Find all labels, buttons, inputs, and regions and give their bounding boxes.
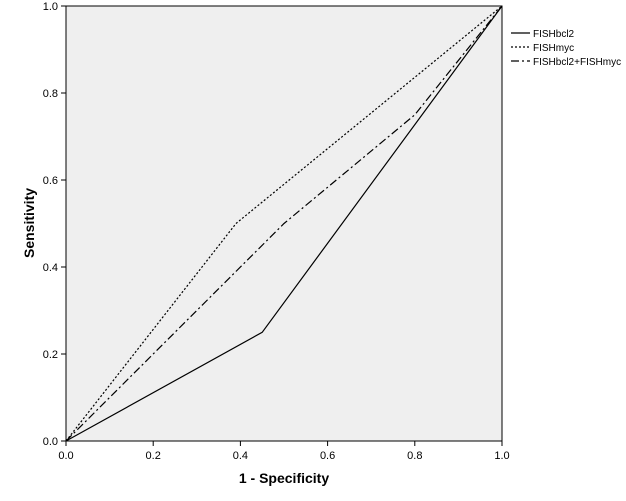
legend: FISHbcl2 FISHmyc FISHbcl2+FISHmyc	[511, 29, 621, 68]
series-line-2	[65, 5, 503, 442]
ticks-layer: 0.0 0.2 0.4 0.6 0.8 1.0 0.0 0.2 0.4 0.6 0.8 1.0	[43, 1, 510, 462]
series-line-1	[65, 5, 503, 442]
legend-label-1: FISHbcl2	[533, 29, 575, 40]
x-tick-label: 0.8	[407, 450, 422, 462]
series-layer	[65, 5, 503, 442]
x-tick-label: 0.0	[58, 450, 73, 462]
y-tick-label: 0.0	[43, 436, 58, 448]
x-tick-label: 1.0	[494, 450, 509, 462]
y-tick-label: 0.4	[43, 262, 58, 274]
legend-label-2: FISHmyc	[533, 43, 574, 54]
legend-label-3: FISHbcl2+FISHmyc	[533, 57, 621, 68]
x-tick-label: 0.4	[233, 450, 248, 462]
x-tick-label: 0.6	[320, 450, 335, 462]
y-tick-label: 0.8	[43, 88, 58, 100]
y-axis-title: Sensitivity	[21, 188, 37, 258]
series-line-3	[65, 5, 503, 442]
x-axis-title: 1 - Specificity	[239, 470, 329, 486]
y-tick-label: 1.0	[43, 1, 58, 13]
y-tick-label: 0.6	[43, 175, 58, 187]
x-tick-label: 0.2	[146, 450, 161, 462]
y-tick-label: 0.2	[43, 349, 58, 361]
